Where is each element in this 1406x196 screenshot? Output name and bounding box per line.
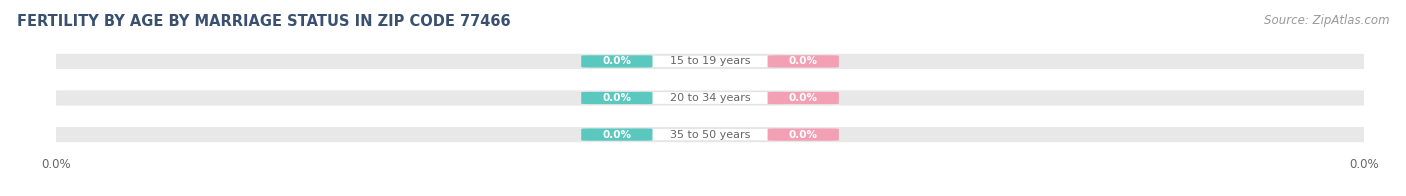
Text: 0.0%: 0.0% bbox=[602, 93, 631, 103]
Text: 0.0%: 0.0% bbox=[789, 56, 818, 66]
FancyBboxPatch shape bbox=[638, 55, 782, 68]
Text: 0.0%: 0.0% bbox=[789, 93, 818, 103]
FancyBboxPatch shape bbox=[581, 55, 652, 68]
FancyBboxPatch shape bbox=[768, 128, 839, 141]
Text: Source: ZipAtlas.com: Source: ZipAtlas.com bbox=[1264, 14, 1389, 27]
FancyBboxPatch shape bbox=[581, 92, 652, 104]
FancyBboxPatch shape bbox=[638, 92, 782, 104]
FancyBboxPatch shape bbox=[768, 55, 839, 68]
FancyBboxPatch shape bbox=[581, 128, 652, 141]
FancyBboxPatch shape bbox=[51, 54, 1369, 69]
Text: 0.0%: 0.0% bbox=[602, 130, 631, 140]
FancyBboxPatch shape bbox=[51, 127, 1369, 142]
Text: FERTILITY BY AGE BY MARRIAGE STATUS IN ZIP CODE 77466: FERTILITY BY AGE BY MARRIAGE STATUS IN Z… bbox=[17, 14, 510, 29]
Text: 20 to 34 years: 20 to 34 years bbox=[669, 93, 751, 103]
FancyBboxPatch shape bbox=[51, 90, 1369, 106]
FancyBboxPatch shape bbox=[638, 128, 782, 141]
Text: 35 to 50 years: 35 to 50 years bbox=[669, 130, 751, 140]
Text: 15 to 19 years: 15 to 19 years bbox=[669, 56, 751, 66]
FancyBboxPatch shape bbox=[768, 92, 839, 104]
Text: 0.0%: 0.0% bbox=[602, 56, 631, 66]
Legend: Married, Unmarried: Married, Unmarried bbox=[628, 195, 792, 196]
Text: 0.0%: 0.0% bbox=[789, 130, 818, 140]
